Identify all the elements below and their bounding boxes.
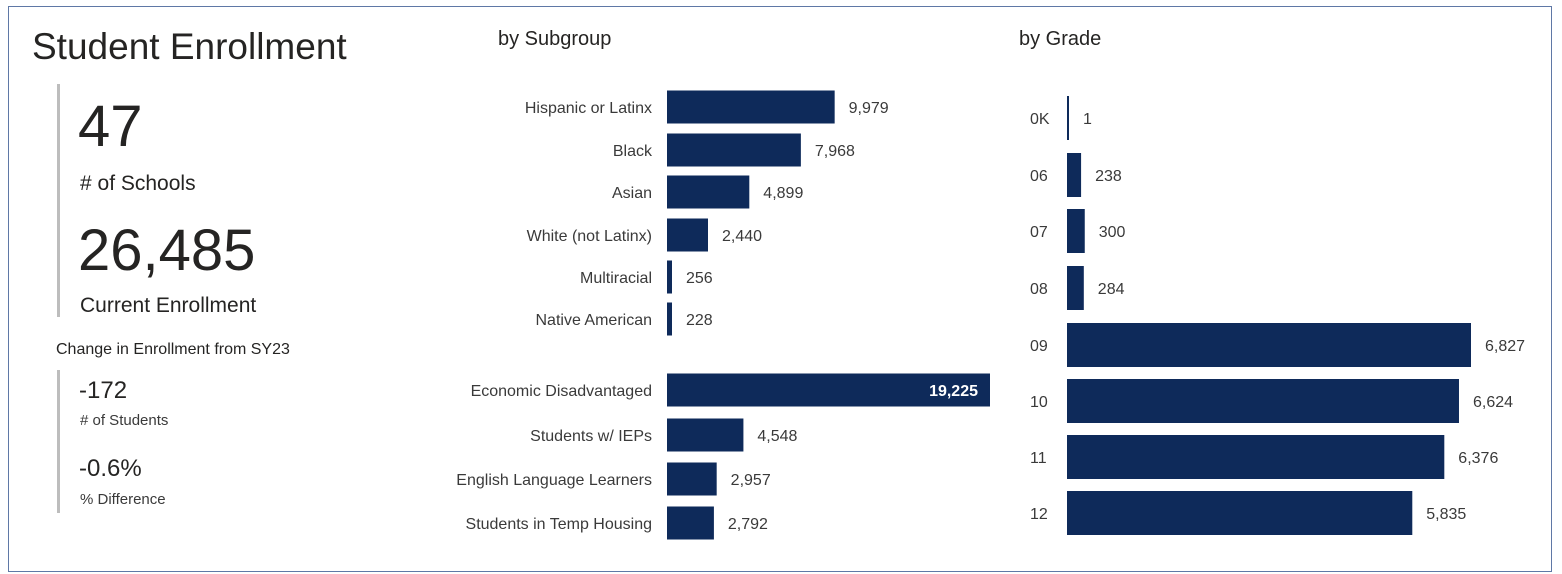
subgroup-data-label: 9,979 — [849, 100, 889, 117]
grade-category-label: 11 — [1030, 450, 1047, 467]
grade-data-label: 300 — [1099, 224, 1126, 241]
grade-data-label: 6,827 — [1485, 338, 1525, 355]
subgroup-category-label: Native American — [536, 312, 653, 329]
change-students-label: # of Students — [80, 412, 169, 429]
grade-category-label: 06 — [1030, 168, 1048, 185]
change-pct-label: % Difference — [80, 491, 166, 508]
subgroup-category-label: Black — [613, 143, 653, 160]
subgroup-data-label: 228 — [686, 312, 713, 329]
enrollment-count: 26,485 — [78, 218, 256, 283]
subgroup-category-label: Asian — [612, 185, 652, 202]
subgroup-category-label: Hispanic or Latinx — [525, 100, 652, 117]
change-students-value: -172 — [79, 377, 128, 404]
change-divider — [57, 370, 60, 513]
grade-bar — [1067, 323, 1471, 367]
subgroup-bar — [667, 175, 750, 209]
grade-data-label: 284 — [1098, 281, 1125, 298]
page-title: Student Enrollment — [32, 26, 347, 67]
subgroup-data-label: 2,957 — [731, 472, 771, 489]
grade-category-label: 07 — [1030, 224, 1048, 241]
subgroup-category-label: Multiracial — [580, 270, 652, 287]
grade-data-label: 5,835 — [1426, 506, 1466, 523]
subgroup-bar — [667, 90, 835, 124]
grade-bar — [1067, 379, 1459, 423]
grade-data-label: 6,376 — [1458, 450, 1498, 467]
grade-bar — [1067, 435, 1445, 479]
subgroup-category-label: White (not Latinx) — [527, 228, 652, 245]
subgroup-category-label: English Language Learners — [456, 472, 652, 489]
schools-label: # of Schools — [80, 172, 196, 195]
subgroup-data-label: 19,225 — [929, 383, 978, 400]
grade-bar — [1067, 153, 1082, 197]
subgroup-bar — [667, 302, 672, 336]
subgroup-category-label: Economic Disadvantaged — [471, 383, 652, 400]
grade-bar — [1067, 96, 1069, 140]
grade-bar — [1067, 209, 1085, 253]
grade-data-label: 238 — [1095, 168, 1122, 185]
subgroup-bar — [667, 462, 717, 496]
subgroup-bar — [667, 260, 672, 294]
schools-count: 47 — [78, 94, 143, 159]
subgroup-bar — [667, 373, 990, 407]
subgroup-bar — [667, 133, 801, 167]
change-heading: Change in Enrollment from SY23 — [56, 341, 290, 358]
subgroup-data-label: 4,899 — [763, 185, 803, 202]
grade-category-label: 09 — [1030, 338, 1048, 355]
subgroup-category-label: Students in Temp Housing — [466, 516, 652, 533]
subgroup-data-label: 256 — [686, 270, 713, 287]
grade-bar — [1067, 266, 1084, 310]
subgroup-category-label: Students w/ IEPs — [530, 428, 652, 445]
grade-category-label: 12 — [1030, 506, 1048, 523]
subgroup-chart-title: by Subgroup — [498, 28, 612, 50]
change-pct-value: -0.6% — [79, 455, 142, 482]
subgroup-bar — [667, 218, 708, 252]
kpi-divider — [57, 84, 60, 317]
grade-category-label: 08 — [1030, 281, 1048, 298]
subgroup-data-label: 7,968 — [815, 143, 855, 160]
subgroup-bar — [667, 418, 744, 452]
enrollment-label: Current Enrollment — [80, 294, 257, 317]
grade-category-label: 0K — [1030, 111, 1050, 128]
subgroup-bar — [667, 506, 714, 540]
subgroup-data-label: 4,548 — [757, 428, 797, 445]
grade-bar — [1067, 491, 1413, 535]
grade-data-label: 6,624 — [1473, 394, 1513, 411]
grade-category-label: 10 — [1030, 394, 1048, 411]
subgroup-data-label: 2,440 — [722, 228, 762, 245]
subgroup-data-label: 2,792 — [728, 516, 768, 533]
grade-data-label: 1 — [1083, 111, 1092, 128]
grade-chart-title: by Grade — [1019, 28, 1102, 50]
